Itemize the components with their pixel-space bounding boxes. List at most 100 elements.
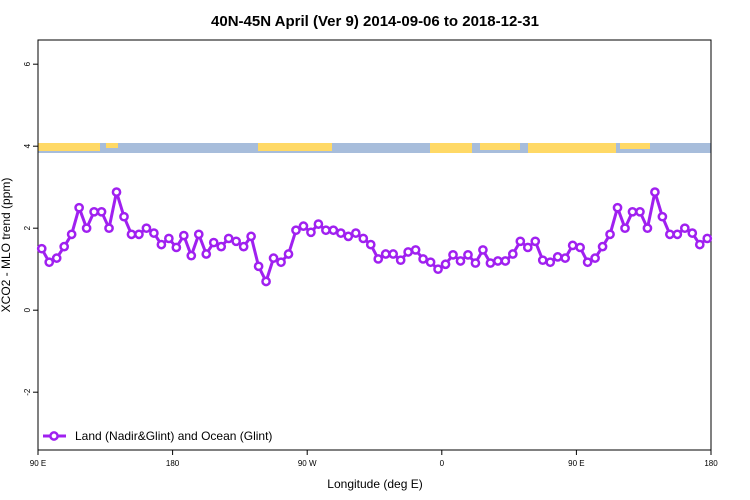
point	[343, 231, 354, 242]
point	[216, 241, 227, 252]
point	[74, 202, 84, 213]
point	[679, 223, 690, 234]
point	[522, 242, 533, 253]
point	[178, 230, 189, 241]
point	[687, 228, 698, 238]
x-tick-label: 90 E	[30, 459, 46, 468]
point	[448, 249, 458, 260]
point	[597, 241, 608, 252]
point	[350, 228, 361, 238]
point	[238, 241, 249, 252]
point	[51, 253, 62, 263]
legend-label: Land (Nadir&Glint) and Ocean (Glint)	[75, 429, 272, 443]
point	[186, 250, 197, 261]
point	[246, 231, 256, 242]
point	[642, 223, 653, 234]
point	[530, 236, 541, 247]
x-tick-label: 180	[704, 459, 718, 468]
point	[268, 253, 279, 263]
point	[515, 236, 526, 247]
point	[89, 206, 99, 217]
point	[66, 229, 77, 240]
point	[111, 187, 122, 197]
y-tick-label: 0	[23, 307, 32, 312]
point	[665, 229, 675, 240]
point	[313, 219, 324, 229]
y-tick-label: 6	[23, 61, 32, 66]
point	[620, 223, 630, 234]
point	[149, 228, 159, 238]
x-tick-label: 0	[440, 459, 445, 468]
point	[552, 252, 563, 262]
point	[650, 187, 660, 197]
point	[605, 229, 615, 240]
x-axis-label: Longitude (deg E)	[327, 477, 422, 491]
point	[425, 257, 436, 268]
point	[81, 223, 92, 234]
point	[694, 239, 705, 250]
point	[537, 255, 548, 266]
y-tick-label: -2	[23, 388, 32, 396]
point	[410, 245, 421, 255]
y-tick-label: 4	[23, 143, 32, 148]
point	[440, 259, 451, 270]
plot-frame	[37, 39, 712, 451]
chart-title: 40N-45N April (Ver 9) 2014-09-06 to 2018…	[211, 13, 539, 30]
point	[306, 227, 316, 238]
point	[59, 241, 70, 252]
point	[582, 257, 593, 268]
point	[395, 255, 406, 266]
point	[380, 249, 391, 259]
point	[575, 242, 585, 253]
point	[627, 206, 638, 217]
point	[156, 239, 167, 250]
legend-marker	[49, 431, 59, 441]
point	[231, 236, 242, 247]
point	[418, 254, 428, 264]
point	[590, 253, 600, 263]
point	[328, 225, 339, 236]
x-tick-label: 90 E	[568, 459, 584, 468]
y-axis-label: XCO2 - MLO trend (ppm)	[0, 178, 13, 313]
point	[134, 229, 144, 240]
point	[291, 225, 301, 236]
point	[433, 264, 443, 275]
point	[96, 206, 107, 217]
point	[672, 229, 683, 240]
point	[193, 229, 204, 240]
point	[298, 221, 309, 231]
point	[104, 223, 114, 234]
point	[164, 233, 174, 244]
point	[507, 249, 518, 259]
point	[560, 253, 571, 263]
point	[470, 258, 481, 268]
point	[253, 261, 264, 272]
point	[141, 223, 152, 234]
point	[635, 206, 645, 217]
point	[463, 249, 473, 260]
point	[657, 211, 668, 222]
point	[478, 245, 488, 255]
x-tick-label: 90 W	[298, 459, 317, 468]
point	[702, 233, 713, 244]
point	[388, 249, 399, 259]
point	[201, 249, 212, 259]
point	[119, 211, 129, 222]
point	[171, 242, 182, 253]
point	[567, 240, 578, 251]
point	[208, 237, 219, 248]
point	[126, 229, 137, 240]
point	[336, 228, 346, 238]
point	[36, 243, 47, 254]
point	[545, 257, 556, 268]
point	[373, 254, 384, 264]
point	[403, 247, 413, 257]
point	[612, 202, 623, 213]
point	[485, 258, 496, 268]
point	[44, 257, 55, 268]
point	[365, 239, 376, 250]
point	[283, 249, 294, 259]
point	[223, 233, 234, 244]
point	[500, 256, 511, 266]
